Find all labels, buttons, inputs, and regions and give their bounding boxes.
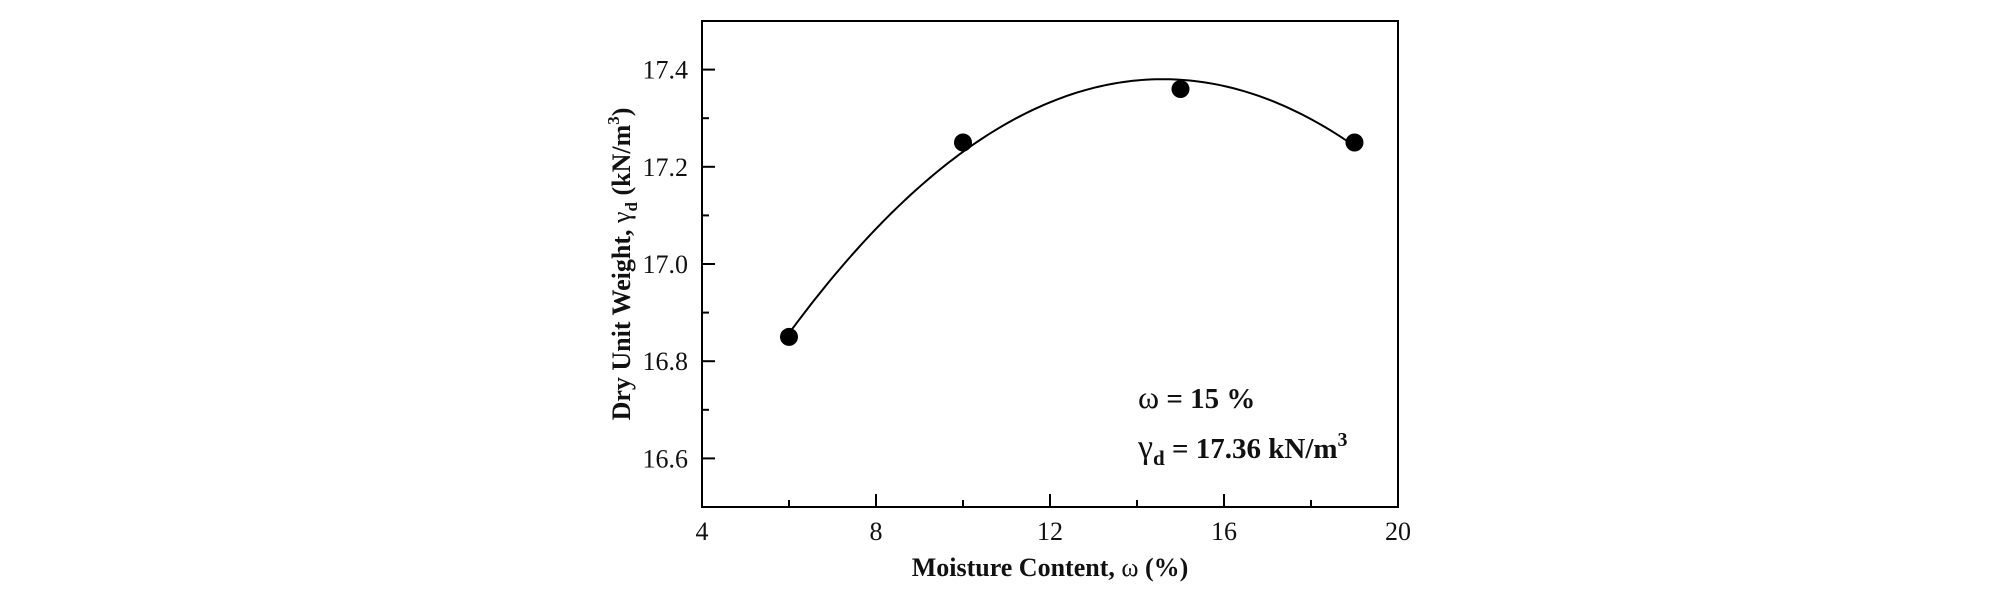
data-points: [780, 80, 1364, 346]
y-axis-title-prefix: Dry Unit Weight,: [607, 223, 636, 420]
annotation-gamma-subscript: d: [1153, 446, 1165, 470]
fit-curve: [788, 78, 1356, 334]
y-tick-label: 17.0: [643, 250, 689, 279]
data-point: [1171, 80, 1190, 99]
x-axis-title-symbol: ω: [1121, 553, 1138, 582]
x-axis-ticks: [701, 494, 1399, 507]
y-axis-tick-labels: 16.6 16.8 17.0 17.2 17.4: [643, 56, 689, 474]
y-tick-label: 16.6: [643, 444, 689, 473]
data-point: [1345, 133, 1364, 152]
annotation-omega-value: = 15 %: [1159, 383, 1255, 415]
annotation-gamma-unit-sup: 3: [1338, 429, 1348, 451]
y-axis-title-symbol: γ: [607, 212, 636, 225]
x-tick-label: 20: [1385, 517, 1411, 546]
x-tick-label: 16: [1211, 517, 1237, 546]
data-point: [780, 327, 798, 346]
x-axis-tick-labels: 4 8 12 16 20: [696, 517, 1412, 546]
y-tick-label: 16.8: [643, 347, 689, 376]
annotation-optimum-moisture: ω = 15 %: [1138, 379, 1255, 415]
annotation-gamma-symbol: γ: [1137, 429, 1153, 466]
x-axis-title-prefix: Moisture Content,: [912, 553, 1122, 582]
data-point: [954, 133, 972, 152]
y-axis-title-subscript: d: [622, 202, 641, 212]
x-tick-label: 4: [696, 517, 709, 546]
y-tick-label: 17.4: [643, 56, 689, 85]
y-axis-title: Dry Unit Weight, γd (kN/m3): [604, 108, 641, 421]
y-axis-title-unit-open: (kN/m: [607, 124, 636, 202]
x-axis-title-suffix: (%): [1138, 553, 1188, 582]
x-tick-label: 12: [1037, 517, 1063, 546]
annotation-gamma-value: = 17.36 kN/m: [1165, 433, 1338, 465]
annotation-max-dry-unit-weight: γd = 17.36 kN/m3: [1137, 429, 1348, 470]
annotation-omega-symbol: ω: [1138, 379, 1159, 415]
y-tick-label: 17.2: [643, 153, 689, 182]
x-tick-label: 8: [870, 517, 883, 546]
y-axis-ticks: [702, 68, 715, 460]
x-axis-title: Moisture Content, ω (%): [912, 553, 1189, 582]
y-axis-title-unit-close: ): [607, 108, 636, 117]
y-axis-title-unit-sup: 3: [604, 116, 623, 125]
